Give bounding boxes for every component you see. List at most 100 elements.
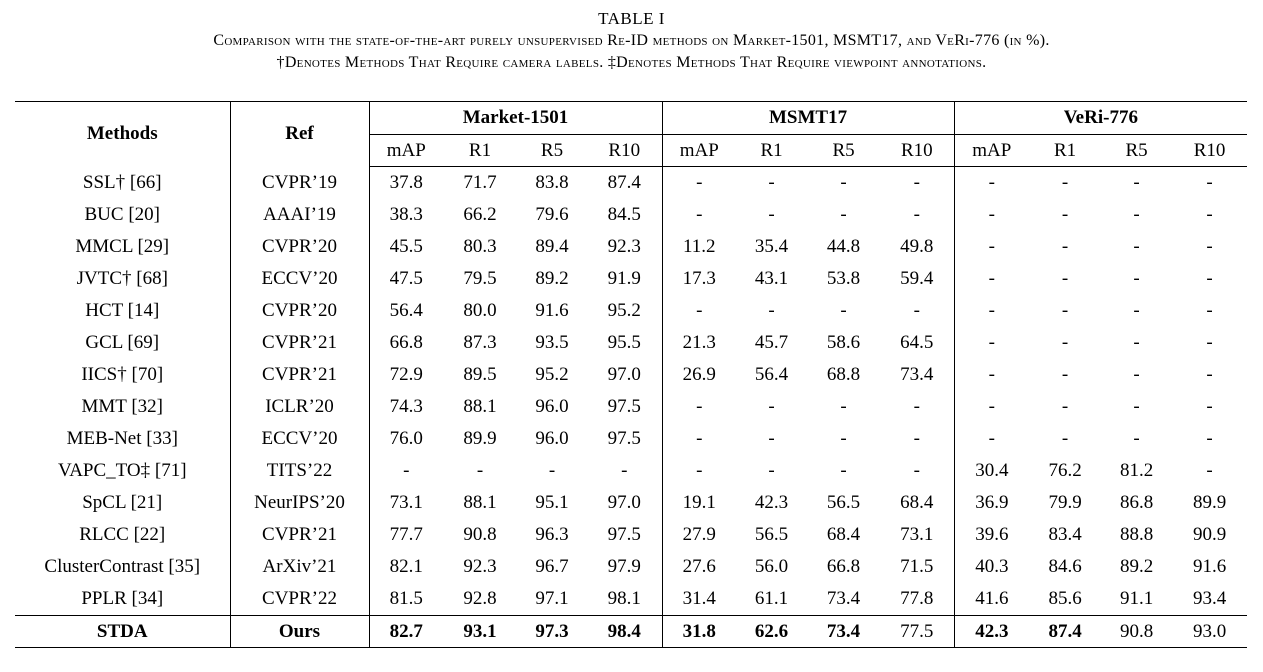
value-cell: - xyxy=(1133,172,1140,193)
value-cell: - xyxy=(768,300,775,321)
results-table-wrap: Methods Ref Market-1501 MSMT17 VeRi-776 … xyxy=(15,101,1248,648)
value-cell: 89.9 xyxy=(463,428,497,449)
value-cell: 79.5 xyxy=(463,268,497,289)
table-row: IICS† [70] CVPR’21 72.9 89.5 95.2 97.0 26.9 56.… xyxy=(15,359,1247,391)
metric-header: R1 xyxy=(1029,134,1102,167)
value-cell: 97.5 xyxy=(587,519,663,551)
value-cell: 91.6 xyxy=(1192,556,1227,577)
metric-header: mAP xyxy=(369,134,443,167)
value-cell: 89.2 xyxy=(1119,556,1154,577)
table-row: SpCL [21] NeurIPS’20 73.1 88.1 95.1 97.0 19.1 4… xyxy=(15,487,1247,519)
value-cell: - xyxy=(696,300,703,321)
value-cell: - xyxy=(1206,460,1213,481)
table-row: PPLR [34] CVPR’22 81.5 92.8 97.1 98.1 31.4 61.1… xyxy=(15,583,1247,616)
value-cell: 68.4 xyxy=(880,487,955,519)
value-cell: 92.3 xyxy=(587,231,663,263)
value-cell: 73.4 xyxy=(826,588,861,609)
value-cell: 91.6 xyxy=(535,300,569,321)
metric-header: R5 xyxy=(517,134,587,167)
value-cell: - xyxy=(696,204,703,225)
value-cell: - xyxy=(880,423,955,455)
value-cell: 98.4 xyxy=(587,615,663,648)
value-cell: - xyxy=(1061,300,1069,321)
value-cell: - xyxy=(1206,268,1213,289)
value-cell: 89.9 xyxy=(1192,492,1227,513)
value-cell: - xyxy=(840,172,847,193)
value-cell: 73.1 xyxy=(880,519,955,551)
ref-cell: ICLR’20 xyxy=(230,391,370,423)
value-cell: 66.8 xyxy=(826,556,861,577)
value-cell: 76.2 xyxy=(1048,460,1082,481)
value-cell: 11.2 xyxy=(683,236,716,257)
value-cell: - xyxy=(1061,172,1069,193)
value-cell: - xyxy=(768,460,775,481)
value-cell: - xyxy=(880,455,955,487)
value-cell: - xyxy=(768,172,775,193)
value-cell: 42.3 xyxy=(754,492,789,513)
metric-header: R1 xyxy=(443,134,517,167)
method-cell: JVTC† [68] xyxy=(15,263,231,295)
value-cell: 45.5 xyxy=(389,236,423,257)
value-cell: 30.4 xyxy=(975,460,1009,481)
value-cell: - xyxy=(696,396,703,417)
value-cell: 79.9 xyxy=(1048,492,1082,513)
value-cell: 73.4 xyxy=(880,359,955,391)
value-cell: - xyxy=(768,428,775,449)
value-cell: - xyxy=(768,396,775,417)
value-cell: 79.6 xyxy=(535,204,569,225)
value-cell: 56.4 xyxy=(389,300,423,321)
ref-cell: ArXiv’21 xyxy=(230,551,370,583)
value-cell: 96.0 xyxy=(535,396,569,417)
value-cell: 26.9 xyxy=(682,364,716,385)
value-cell: 95.2 xyxy=(587,295,663,327)
value-cell: 97.1 xyxy=(535,588,569,609)
value-cell: 83.4 xyxy=(1048,524,1082,545)
value-cell: 66.8 xyxy=(389,332,423,353)
value-cell: - xyxy=(988,428,995,449)
value-cell: 47.5 xyxy=(389,268,423,289)
value-cell: 43.1 xyxy=(754,268,789,289)
table-row: GCL [69] CVPR’21 66.8 87.3 93.5 95.5 21.3 45.7 5… xyxy=(15,327,1247,359)
value-cell: 89.5 xyxy=(463,364,497,385)
value-cell: - xyxy=(587,455,663,487)
caption-line-1: Comparison with the state-of-the-art pur… xyxy=(213,32,1050,49)
value-cell: 73.1 xyxy=(389,492,423,513)
value-cell: 71.7 xyxy=(463,172,497,193)
ref-cell: CVPR’21 xyxy=(230,327,370,359)
value-cell: 68.4 xyxy=(826,524,861,545)
value-cell: 97.0 xyxy=(587,487,663,519)
value-cell: 27.9 xyxy=(682,524,716,545)
value-cell: 85.6 xyxy=(1048,588,1082,609)
value-cell: - xyxy=(1133,364,1140,385)
value-cell: 59.4 xyxy=(880,263,955,295)
metric-header-row: mAP R1 R5 R10 mAP R1 R5 R10 mAP R1 R5 R10 xyxy=(15,134,1248,167)
value-cell: 82.1 xyxy=(389,556,423,577)
table-row: MMCL [29] CVPR’20 45.5 80.3 89.4 92.3 11.2 35.4… xyxy=(15,231,1247,263)
value-cell: 86.8 xyxy=(1119,492,1154,513)
value-cell: 77.8 xyxy=(880,583,955,616)
value-cell: 93.1 xyxy=(443,615,517,648)
value-cell: 80.0 xyxy=(463,300,497,321)
value-cell: - xyxy=(1206,396,1213,417)
value-cell: 56.5 xyxy=(754,524,789,545)
value-cell: 45.7 xyxy=(754,332,789,353)
value-cell: - xyxy=(1133,396,1140,417)
value-cell: - xyxy=(1061,396,1069,417)
value-cell: 97.5 xyxy=(587,391,663,423)
method-cell: MMT [32] xyxy=(15,391,231,423)
value-cell: - xyxy=(1206,332,1213,353)
header-ref: Ref xyxy=(230,101,370,167)
value-cell: - xyxy=(1061,204,1069,225)
value-cell: 91.1 xyxy=(1119,588,1154,609)
value-cell: - xyxy=(840,396,847,417)
value-cell: - xyxy=(988,396,995,417)
value-cell: - xyxy=(1133,332,1140,353)
caption-line-2: †Denotes Methods That Require camera lab… xyxy=(276,54,987,71)
ref-cell: AAAI’19 xyxy=(230,199,370,231)
value-cell: - xyxy=(988,268,995,289)
value-cell: - xyxy=(1206,172,1213,193)
value-cell: 56.0 xyxy=(754,556,789,577)
table-row: JVTC† [68] ECCV’20 47.5 79.5 89.2 91.9 17.3 43.… xyxy=(15,263,1247,295)
value-cell: - xyxy=(1061,236,1069,257)
metric-header: mAP xyxy=(662,134,737,167)
